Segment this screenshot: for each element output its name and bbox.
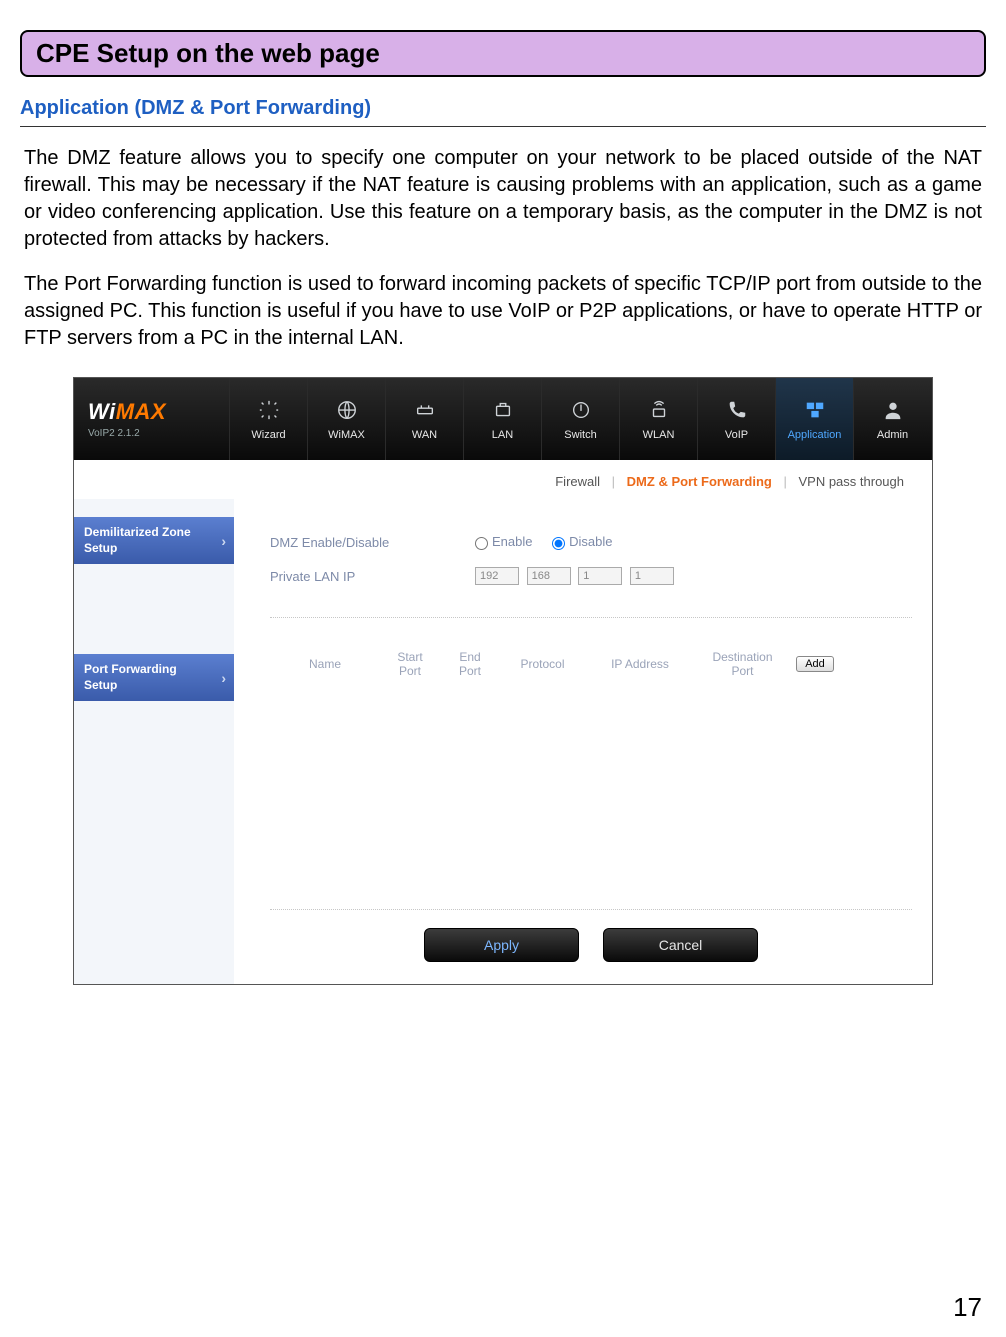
power-icon — [568, 397, 594, 423]
nav-switch[interactable]: Switch — [541, 378, 619, 460]
ip-octet-1[interactable] — [475, 567, 519, 585]
subnav-firewall[interactable]: Firewall — [553, 474, 602, 489]
nav-application[interactable]: Application — [775, 378, 853, 460]
logo-pre: Wi — [88, 399, 116, 424]
pf-col-end-port: EndPort — [440, 650, 500, 679]
ip-inputs — [475, 567, 678, 585]
wan-icon — [412, 397, 438, 423]
section-rule — [20, 126, 986, 127]
pf-col-add: Add — [790, 656, 840, 672]
nav-voip[interactable]: VoIP — [697, 378, 775, 460]
private-ip-row: Private LAN IP — [270, 561, 912, 591]
dmz-enable-label: DMZ Enable/Disable — [270, 535, 475, 550]
nav-label: Application — [788, 429, 842, 441]
content-area: Demilitarized Zone Setup Port Forwarding… — [74, 499, 932, 984]
nav-label: LAN — [492, 429, 513, 441]
nav-wimax[interactable]: WiMAX — [307, 378, 385, 460]
application-icon — [802, 397, 828, 423]
subnav-sep: | — [777, 474, 792, 489]
nav-lan[interactable]: LAN — [463, 378, 541, 460]
add-button[interactable]: Add — [796, 656, 834, 672]
ip-octet-2[interactable] — [527, 567, 571, 585]
nav-label: Admin — [877, 429, 908, 441]
globe-icon — [334, 397, 360, 423]
nav-label: WAN — [412, 429, 437, 441]
sidebar-label: Setup — [84, 541, 117, 555]
nav-wlan[interactable]: WLAN — [619, 378, 697, 460]
dmz-disable-radio[interactable] — [552, 537, 565, 550]
subnav-vpn[interactable]: VPN pass through — [796, 474, 906, 489]
title-bar: CPE Setup on the web page — [20, 30, 986, 77]
port-forwarding-header: Name StartPort EndPort Protocol IP Addre… — [270, 618, 912, 679]
radio-label: Disable — [569, 534, 612, 549]
ip-octet-4[interactable] — [630, 567, 674, 585]
main-panel: DMZ Enable/Disable Enable Disable Privat… — [234, 499, 932, 984]
page-number: 17 — [953, 1292, 982, 1323]
section-heading: Application (DMZ & Port Forwarding) — [20, 97, 986, 120]
paragraph-1: The DMZ feature allows you to specify on… — [24, 145, 982, 253]
nav-label: VoIP — [725, 429, 748, 441]
subnav-sep: | — [606, 474, 621, 489]
title-bar-text: CPE Setup on the web page — [36, 38, 380, 68]
nav-label: WiMAX — [328, 429, 365, 441]
nav-wizard[interactable]: Wizard — [229, 378, 307, 460]
dmz-disable-option[interactable]: Disable — [552, 534, 612, 549]
lan-icon — [490, 397, 516, 423]
logo-sub: VoIP2 2.1.2 — [88, 428, 229, 439]
nav-wan[interactable]: WAN — [385, 378, 463, 460]
apply-button[interactable]: Apply — [424, 928, 579, 962]
footer-bar: Apply Cancel — [270, 909, 912, 984]
logo-mid: MAX — [116, 399, 166, 424]
pf-col-protocol: Protocol — [500, 657, 585, 671]
paragraph-2: The Port Forwarding function is used to … — [24, 271, 982, 352]
dmz-enable-row: DMZ Enable/Disable Enable Disable — [270, 527, 912, 557]
router-screenshot: WiMAX VoIP2 2.1.2 Wizard WiMAX WAN — [73, 377, 933, 985]
pf-col-ip: IP Address — [585, 657, 695, 671]
nav-label: Switch — [564, 429, 596, 441]
sidebar: Demilitarized Zone Setup Port Forwarding… — [74, 499, 234, 984]
wizard-icon — [256, 397, 282, 423]
logo-main: WiMAX — [88, 399, 229, 425]
nav-items: Wizard WiMAX WAN LAN Switch — [229, 378, 932, 460]
subnav-dmz[interactable]: DMZ & Port Forwarding — [625, 474, 774, 489]
phone-icon — [724, 397, 750, 423]
sidebar-label: Setup — [84, 678, 117, 692]
wlan-icon — [646, 397, 672, 423]
pf-col-dest-port: DestinationPort — [695, 650, 790, 679]
sidebar-pf-setup[interactable]: Port Forwarding Setup — [74, 654, 234, 701]
radio-label: Enable — [492, 534, 532, 549]
sidebar-label: Demilitarized Zone — [84, 525, 191, 539]
pf-col-name: Name — [270, 657, 380, 671]
private-ip-label: Private LAN IP — [270, 569, 475, 584]
ip-octet-3[interactable] — [578, 567, 622, 585]
nav-bar: WiMAX VoIP2 2.1.2 Wizard WiMAX WAN — [74, 378, 932, 460]
subnav: Firewall | DMZ & Port Forwarding | VPN p… — [74, 460, 932, 499]
dmz-radio-group: Enable Disable — [475, 534, 628, 549]
cancel-button[interactable]: Cancel — [603, 928, 758, 962]
pf-col-start-port: StartPort — [380, 650, 440, 679]
nav-label: WLAN — [643, 429, 675, 441]
dmz-enable-radio[interactable] — [475, 537, 488, 550]
dmz-enable-option[interactable]: Enable — [475, 534, 532, 549]
logo-area: WiMAX VoIP2 2.1.2 — [74, 378, 229, 460]
sidebar-dmz-setup[interactable]: Demilitarized Zone Setup — [74, 517, 234, 564]
sidebar-label: Port Forwarding — [84, 662, 177, 676]
nav-admin[interactable]: Admin — [853, 378, 931, 460]
user-icon — [880, 397, 906, 423]
nav-label: Wizard — [251, 429, 285, 441]
